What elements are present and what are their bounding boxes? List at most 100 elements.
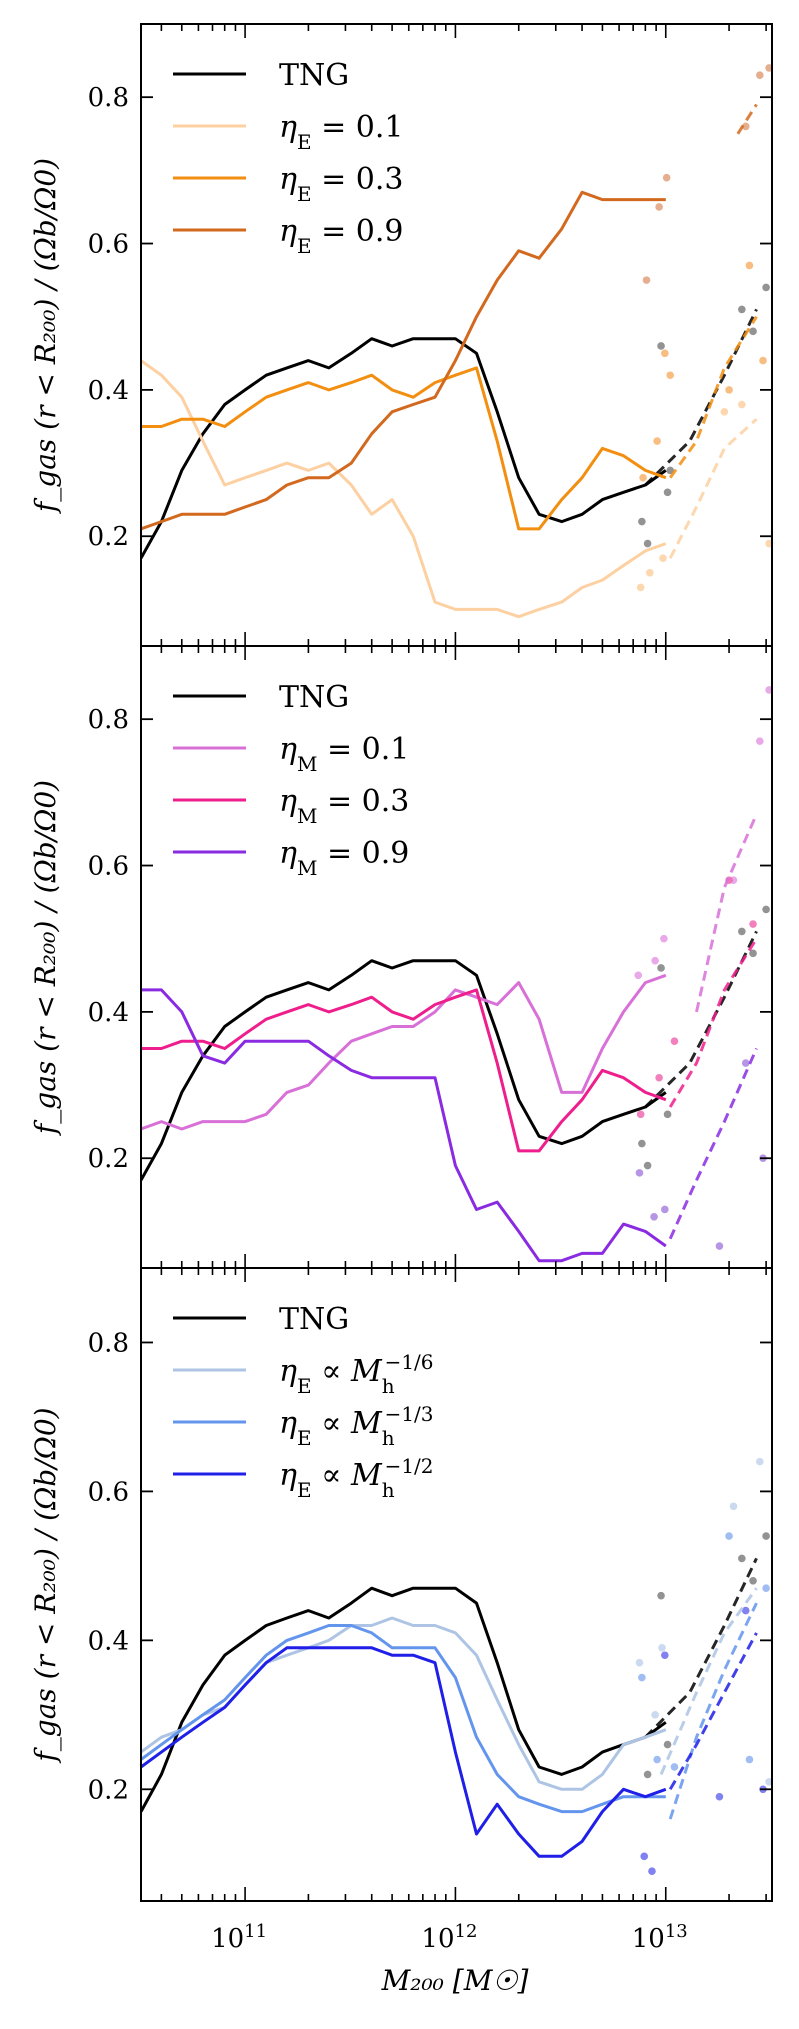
scatter-point-2-1-5	[765, 686, 772, 694]
scatter-point-3-0-2	[663, 1740, 672, 1749]
x-tick-label-0: 1011	[211, 1921, 267, 1955]
y-tick-label-1-2: 0.6	[88, 230, 129, 260]
scatter-point-1-2-4	[725, 386, 733, 394]
y-tick-label-3-2: 0.6	[88, 1477, 129, 1507]
scatter-point-1-0-1	[643, 539, 652, 548]
scatter-point-3-2-0	[638, 1673, 646, 1682]
legend-label-2-3: ηM = 0.9	[279, 836, 409, 880]
y-tick-label-2-0: 0.2	[88, 1144, 129, 1174]
scatter-point-3-1-3	[729, 1502, 738, 1511]
scatter-point-3-1-4	[756, 1457, 764, 1466]
series-trend-2-0	[644, 930, 758, 1109]
legend-label-1-1: ηE = 0.1	[279, 110, 404, 154]
y-tick-label-2-1: 0.4	[88, 998, 129, 1028]
series-trend-1-2	[668, 315, 758, 479]
scatter-point-2-1-0	[634, 971, 643, 980]
series-line-2-1	[141, 973, 667, 1131]
legend-label-2-2: ηM = 0.3	[279, 784, 409, 828]
legend-label-3-1: ηE ∝ Mh−1/6	[279, 1350, 434, 1398]
y-tick-label-2-2: 0.6	[88, 852, 129, 882]
scatter-point-1-2-1	[653, 437, 661, 445]
scatter-point-2-0-0	[638, 1139, 646, 1148]
panel-2: 0.2 0.4 0.6 0.8 f_gas (r < R₂₀₀) / (Ωb/Ω0) TN…	[29, 645, 773, 1269]
scatter-point-1-3-0	[642, 276, 651, 284]
plot-area-3	[141, 1457, 772, 1876]
scatter-point-1-0-5	[738, 305, 746, 314]
scatter-point-2-3-2	[661, 1205, 669, 1214]
y-tick-label-2-3: 0.8	[88, 705, 129, 735]
scatter-point-3-2-4	[745, 1755, 754, 1764]
scatter-point-2-0-1	[643, 1161, 652, 1170]
scatter-point-2-2-1	[655, 1073, 663, 1082]
legend-label-3-2: ηE ∝ Mh−1/3	[279, 1402, 434, 1450]
legend-label-2-1: ηM = 0.1	[279, 732, 409, 776]
series-trend-2-1	[695, 813, 758, 1013]
scatter-point-3-2-2	[670, 1763, 679, 1771]
scatter-point-3-1-1	[651, 1711, 659, 1719]
series-trend-3-1	[659, 1587, 758, 1775]
legend-label-1-3: ηE = 0.9	[279, 214, 404, 258]
scatter-point-3-0-1	[657, 1591, 665, 1600]
series-trend-2-3	[668, 1047, 758, 1240]
y-tick-label-3-0: 0.2	[88, 1775, 129, 1805]
scatter-point-1-2-2	[661, 349, 669, 358]
series-trend-1-3	[736, 103, 758, 135]
y-tick-label-1-1: 0.4	[88, 376, 129, 406]
scatter-point-3-1-5	[765, 1778, 772, 1786]
scatter-point-2-1-4	[756, 737, 764, 745]
y-tick-label-3-3: 0.8	[88, 1328, 129, 1358]
x-tick-labels: 1011 1012 1013	[211, 1921, 688, 1955]
scatter-point-1-3-5	[765, 64, 772, 72]
scatter-point-1-3-3	[741, 122, 750, 131]
legend-label-3-0: TNG	[279, 1302, 349, 1337]
series-trend-2-2	[668, 937, 758, 1108]
scatter-point-3-1-2	[658, 1644, 666, 1652]
scatter-point-1-0-7	[762, 283, 770, 292]
series-trend-3-3	[668, 1632, 758, 1791]
legend-label-2-0: TNG	[279, 680, 349, 715]
scatter-point-1-0-0	[638, 517, 646, 526]
scatter-point-1-3-1	[655, 203, 663, 211]
y-tick-label-1-0: 0.2	[88, 522, 129, 552]
legend-3: TNG ηE ∝ Mh−1/6ηE ∝ Mh−1/3ηE ∝ Mh−1/2	[173, 1302, 434, 1502]
x-tick-label-2: 1013	[632, 1921, 688, 1955]
scatter-point-3-3-2	[661, 1651, 669, 1660]
series-line-1-2	[141, 366, 667, 531]
series-line-3-3	[141, 1646, 667, 1858]
scatter-point-1-2-6	[759, 356, 767, 365]
panel-1: 0.2 0.4 0.6 0.8 f_gas (r < R₂₀₀) / (Ωb/Ω0) TN…	[29, 23, 773, 647]
y-axis-label-2: f_gas (r < R₂₀₀) / (Ωb/Ω0)	[29, 780, 62, 1136]
scatter-point-3-1-0	[635, 1658, 644, 1667]
scatter-point-1-1-1	[646, 569, 654, 577]
plot-area-1	[141, 64, 772, 619]
scatter-point-1-1-2	[659, 554, 667, 562]
legend-label-3-3: ηE ∝ Mh−1/2	[279, 1454, 434, 1502]
scatter-point-1-3-2	[662, 173, 671, 182]
y-axis-label-1: f_gas (r < R₂₀₀) / (Ωb/Ω0)	[29, 158, 62, 514]
scatter-point-2-2-0	[636, 1110, 645, 1119]
scatter-point-2-0-3	[663, 1110, 672, 1119]
scatter-point-3-0-5	[762, 1532, 770, 1540]
series-line-1-3	[141, 190, 666, 531]
panels: 0.2 0.4 0.6 0.8 f_gas (r < R₂₀₀) / (Ωb/Ω0) TN…	[29, 23, 773, 1902]
plot-area-2	[141, 686, 772, 1263]
series-line-3-0	[141, 1586, 667, 1813]
scatter-point-1-1-0	[636, 583, 645, 592]
scatter-point-1-0-2	[657, 342, 665, 350]
x-tick-label-1: 1012	[421, 1921, 477, 1955]
series-line-2-0	[141, 959, 667, 1181]
scatter-point-2-0-2	[657, 964, 665, 972]
scatter-point-3-0-3	[738, 1554, 746, 1563]
series-trend-1-0	[644, 308, 758, 487]
scatter-point-1-0-6	[749, 327, 757, 336]
legend-2: TNG ηM = 0.1 ηM = 0.3 ηM = 0.9	[173, 680, 409, 880]
series-line-1-1	[141, 359, 667, 619]
scatter-point-2-0-5	[749, 949, 757, 958]
legend-label-1-2: ηE = 0.3	[279, 162, 404, 206]
y-tick-label-3-1: 0.4	[88, 1626, 129, 1656]
scatter-point-1-3-4	[756, 71, 764, 80]
y-tick-label-1-3: 0.8	[88, 83, 129, 113]
series-line-2-2	[141, 988, 667, 1153]
panel-frame-2	[140, 645, 773, 1269]
